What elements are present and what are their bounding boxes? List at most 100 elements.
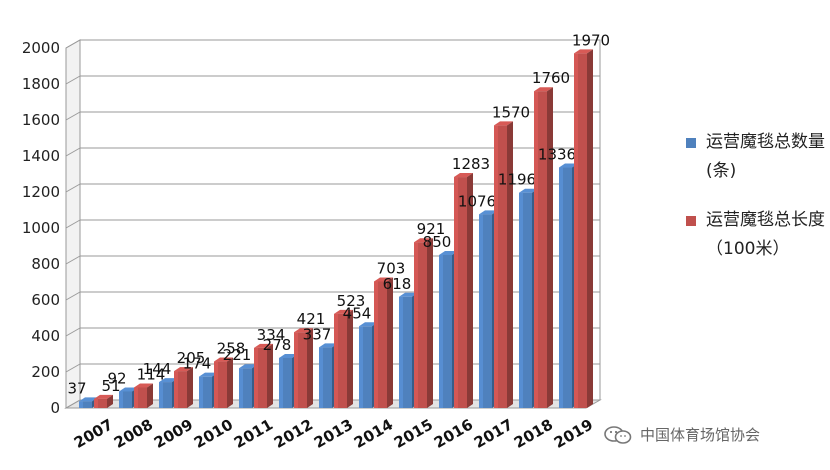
y-tick-label: 1000 (22, 219, 60, 237)
bar-top-face (174, 367, 193, 372)
bar-side-face (107, 394, 113, 408)
bar-highlight (574, 53, 578, 409)
data-label-count: 850 (423, 233, 452, 251)
bar-highlight (214, 361, 218, 408)
bar-top-face (559, 163, 578, 168)
bar-highlight (94, 398, 98, 408)
x-tick-label: 2011 (231, 415, 276, 451)
bar-side-face (547, 87, 553, 408)
bar-highlight (439, 255, 443, 408)
data-label-length: 1760 (532, 69, 570, 87)
gridline-side (65, 363, 81, 373)
data-label-length: 114 (137, 365, 166, 383)
y-tick-label: 1800 (22, 75, 60, 93)
bar-highlight (119, 391, 123, 408)
x-tick-label: 2016 (431, 415, 476, 451)
bar-top-face (319, 343, 338, 348)
bar-highlight (319, 347, 323, 408)
bar-side-face (147, 383, 153, 408)
bar-highlight (239, 368, 243, 408)
bar-highlight (519, 192, 523, 408)
bar-highlight (454, 177, 458, 408)
bar-top-face (279, 353, 298, 358)
data-label-count: 92 (107, 369, 126, 387)
data-label-count: 618 (383, 275, 412, 293)
bar-top-face (94, 394, 113, 399)
gridline-side (65, 75, 81, 85)
y-tick-label: 0 (50, 399, 60, 417)
watermark-text: 中国体育场馆协会 (640, 426, 761, 444)
bar-side-face (587, 49, 593, 409)
bar-top-face (494, 121, 513, 126)
x-tick-label: 2014 (351, 415, 396, 451)
watermark: 中国体育场馆协会 (604, 424, 760, 445)
legend-swatch-length (686, 216, 696, 226)
bar-top-face (134, 383, 153, 388)
x-tick-label: 2019 (551, 415, 596, 451)
data-label-length: 258 (217, 340, 246, 358)
bar-top-face (254, 343, 273, 348)
data-label-length: 334 (257, 326, 286, 344)
data-label-count: 37 (67, 379, 86, 397)
gridline-side (65, 111, 81, 121)
y-tick-label: 2000 (22, 39, 60, 57)
bar-top-face (334, 309, 353, 314)
bar-highlight (414, 242, 418, 408)
gridline-side (65, 291, 81, 301)
data-label-count: 337 (303, 325, 332, 343)
gridline-side (65, 147, 81, 157)
bar-highlight (159, 382, 163, 408)
data-label-length: 51 (101, 377, 120, 395)
data-label-length: 1570 (492, 103, 530, 121)
bar-highlight (359, 326, 363, 408)
bar-highlight (559, 167, 563, 408)
data-label-length: 421 (297, 310, 326, 328)
bar-side-face (427, 238, 433, 408)
wechat-icon (604, 425, 632, 444)
bar-top-face (294, 328, 313, 333)
y-tick-label: 400 (31, 327, 60, 345)
y-tick-label: 800 (31, 255, 60, 273)
bar-highlight (134, 387, 138, 408)
bar-top-face (439, 251, 458, 255)
gridline-side (65, 39, 81, 49)
legend-item-count: 运营魔毯总数量(条) (686, 128, 826, 186)
bar-top-face (414, 238, 433, 243)
bar-top-face (239, 364, 258, 369)
bar-top-face (399, 292, 418, 297)
bar-top-face (119, 387, 138, 392)
bar-highlight (254, 347, 258, 408)
bar-highlight (279, 357, 283, 408)
bar-top-face (79, 397, 98, 402)
x-tick-label: 2013 (311, 415, 356, 451)
x-tick-label: 2018 (511, 415, 556, 451)
gridline-side (65, 183, 81, 193)
bar-highlight (479, 214, 483, 408)
bar-side-face (267, 343, 273, 408)
bar-top-face (214, 357, 233, 362)
x-tick-label: 2012 (271, 415, 316, 451)
data-label-length: 703 (377, 259, 406, 277)
bar-side-face (187, 367, 193, 408)
bar-top-face (454, 173, 473, 178)
bar-side-face (467, 173, 473, 408)
bar-highlight (79, 401, 83, 408)
bar-count (79, 401, 92, 408)
data-label-count: 454 (343, 304, 372, 322)
data-label-count: 1196 (498, 171, 536, 189)
legend-swatch-count (686, 138, 696, 148)
bar-highlight (399, 296, 403, 408)
gridline-side (65, 327, 81, 337)
bar-highlight (294, 332, 298, 408)
data-label-count: 1076 (458, 192, 496, 210)
bar-top-face (479, 210, 498, 215)
gridline-side (65, 255, 81, 265)
legend-item-length: 运营魔毯总长度（100米） (686, 206, 826, 264)
bar-side-face (347, 309, 353, 408)
bar-side-face (227, 357, 233, 408)
x-tick-label: 2010 (191, 415, 236, 451)
legend-label-length: 运营魔毯总长度（100米） (706, 210, 825, 259)
legend-label-count: 运营魔毯总数量(条) (706, 132, 825, 181)
data-label-length: 1970 (572, 31, 610, 49)
